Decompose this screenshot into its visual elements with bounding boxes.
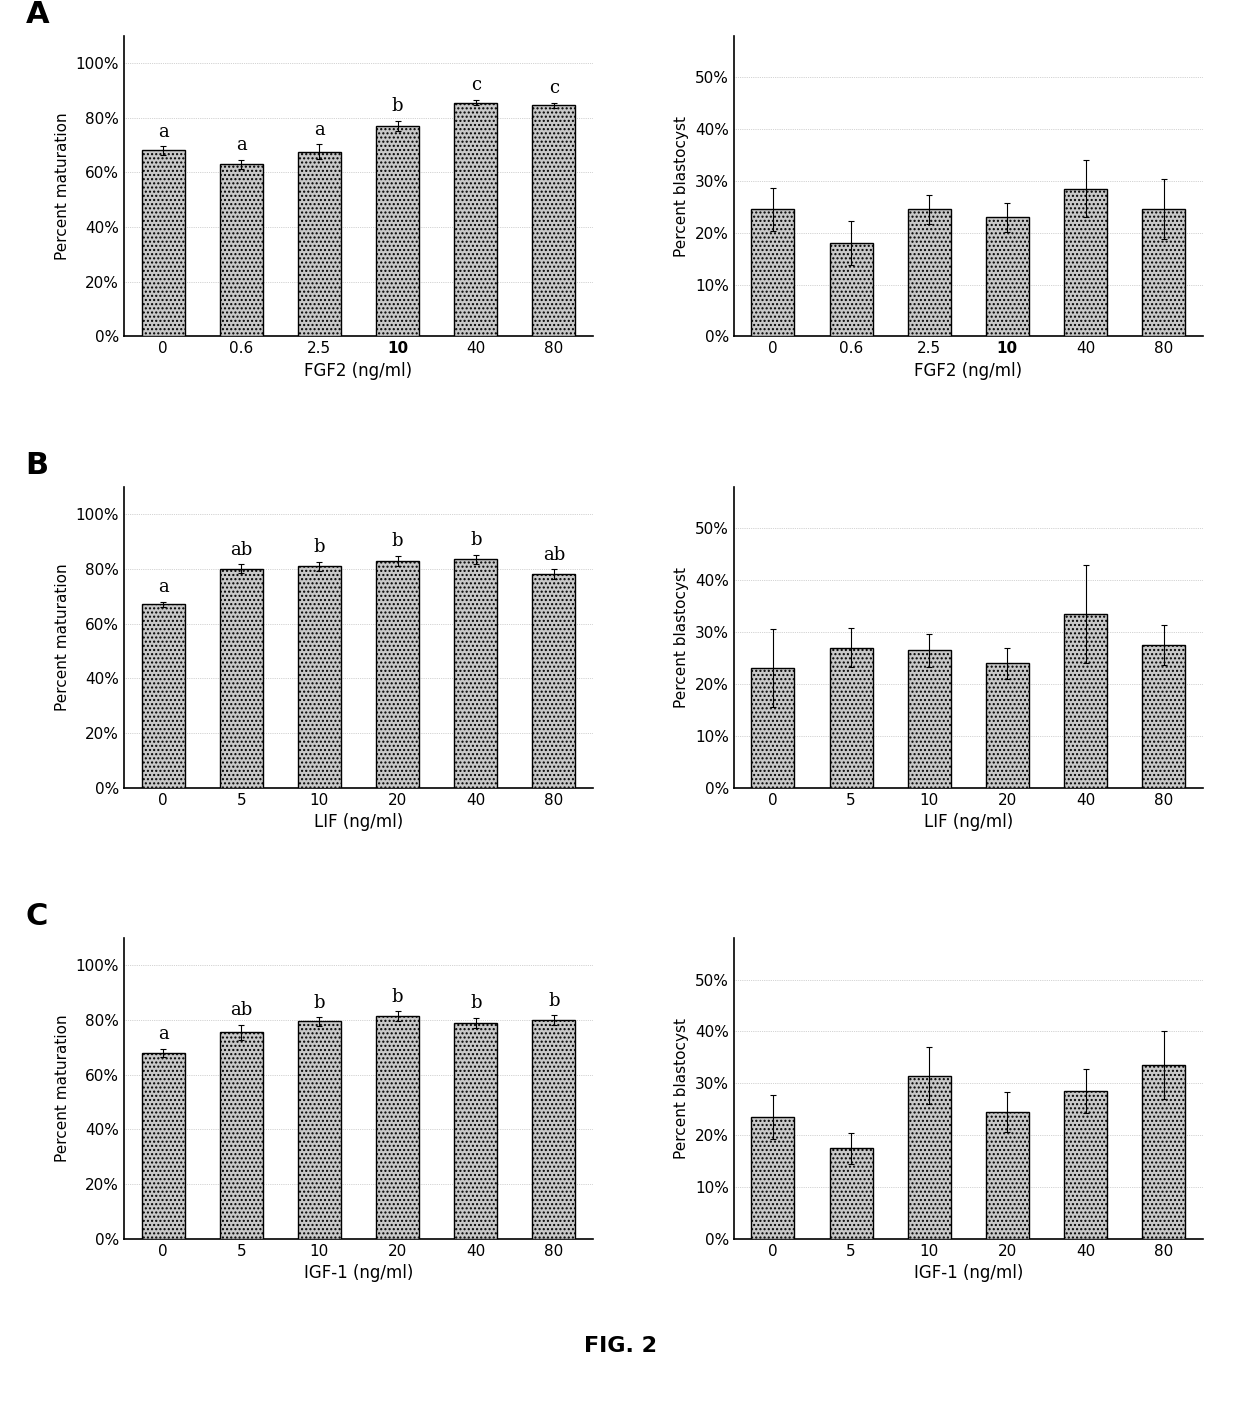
Bar [141,604,185,787]
Bar [908,651,951,787]
Y-axis label: Percent maturation: Percent maturation [55,112,71,259]
Text: A: A [26,0,50,28]
Text: a: a [236,137,247,154]
Bar [532,105,575,336]
Text: c: c [471,77,481,94]
Bar [298,152,341,336]
Bar [219,164,263,336]
Bar [298,1021,341,1239]
Text: B: B [26,451,48,480]
Bar [141,151,185,336]
X-axis label: IGF-1 (ng/ml): IGF-1 (ng/ml) [914,1265,1023,1282]
Bar [454,560,497,787]
Y-axis label: Percent blastocyst: Percent blastocyst [675,1018,689,1159]
Text: ab: ab [231,541,253,560]
Bar [219,568,263,787]
Text: C: C [26,901,48,931]
Y-axis label: Percent blastocyst: Percent blastocyst [675,567,689,708]
Text: c: c [549,80,559,97]
Y-axis label: Percent maturation: Percent maturation [55,564,71,711]
Text: b: b [314,538,325,557]
X-axis label: FGF2 (ng/ml): FGF2 (ng/ml) [305,362,413,380]
Bar [751,1116,795,1239]
Text: a: a [157,578,169,597]
Text: ab: ab [231,1001,253,1020]
Bar [298,567,341,787]
Bar [376,561,419,787]
Bar [1064,614,1107,787]
Bar [986,216,1029,336]
Bar [1142,209,1185,336]
X-axis label: FGF2 (ng/ml): FGF2 (ng/ml) [914,362,1022,380]
Bar [376,125,419,336]
Text: a: a [157,122,169,141]
Y-axis label: Percent maturation: Percent maturation [55,1015,71,1162]
Text: a: a [314,121,325,138]
Bar [751,668,795,787]
Text: a: a [157,1025,169,1042]
Bar [1142,645,1185,787]
Bar [908,209,951,336]
Text: b: b [470,531,481,550]
Text: b: b [470,994,481,1012]
X-axis label: IGF-1 (ng/ml): IGF-1 (ng/ml) [304,1265,413,1282]
Bar [532,574,575,787]
Text: FIG. 2: FIG. 2 [584,1336,656,1356]
Y-axis label: Percent blastocyst: Percent blastocyst [675,115,689,256]
Text: b: b [548,991,559,1010]
X-axis label: LIF (ng/ml): LIF (ng/ml) [314,813,403,832]
Bar [141,1052,185,1239]
Bar [830,648,873,787]
Text: b: b [314,994,325,1011]
Bar [454,103,497,336]
Text: ab: ab [543,545,565,564]
Bar [219,1032,263,1239]
Bar [751,209,795,336]
Bar [1064,188,1107,336]
X-axis label: LIF (ng/ml): LIF (ng/ml) [924,813,1013,832]
Text: b: b [392,988,403,1005]
Bar [830,1148,873,1239]
Bar [986,664,1029,787]
Bar [830,244,873,336]
Text: b: b [392,97,403,115]
Bar [908,1075,951,1239]
Text: b: b [392,533,403,550]
Bar [454,1022,497,1239]
Bar [532,1020,575,1239]
Bar [986,1112,1029,1239]
Bar [1142,1065,1185,1239]
Bar [376,1015,419,1239]
Bar [1064,1091,1107,1239]
